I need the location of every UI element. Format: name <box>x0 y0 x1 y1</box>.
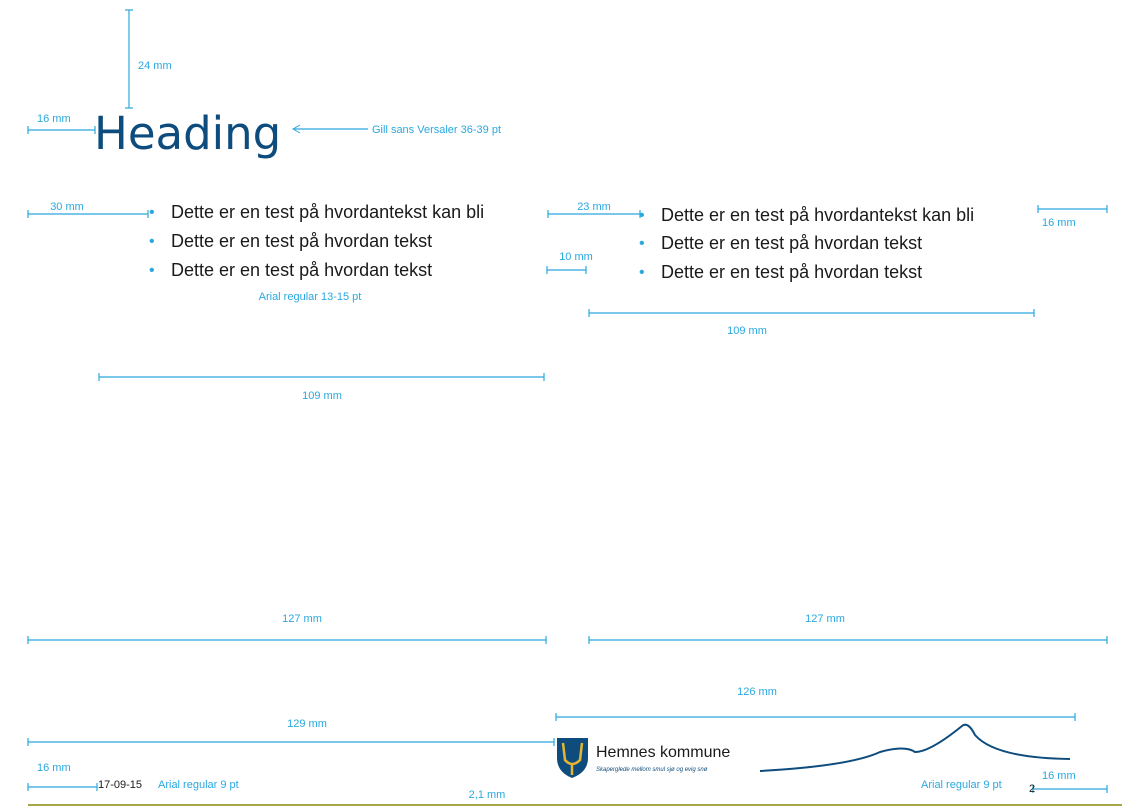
guide-note: 126 mm <box>737 686 777 698</box>
bullet-text: Dette er en test på hvordan tekst <box>171 231 432 251</box>
footer-margin-right-note: 16 mm <box>1042 770 1076 782</box>
bullet-text: Dette er en test på hvordantekst kan bli <box>661 205 974 225</box>
arrow-head <box>291 124 301 134</box>
bullet-dot: • <box>639 264 645 281</box>
gap-note: 23 mm <box>577 201 611 213</box>
footer-line <box>28 804 1122 806</box>
footer-font-note: Arial regular 9 pt <box>158 779 239 791</box>
footer-font-note: Arial regular 9 pt <box>921 779 1002 791</box>
left-bullets: • Dette er en test på hvordantekst kan b… <box>149 202 484 280</box>
footer-margin-left-note: 16 mm <box>37 762 71 774</box>
heading-font-note: Gill sans Versaler 36-39 pt <box>372 124 501 136</box>
margin-left-note: 16 mm <box>37 113 71 125</box>
margin-right-note: 16 mm <box>1042 217 1076 229</box>
bullet-dot: • <box>149 204 155 221</box>
logo-wave <box>759 723 1071 772</box>
bullet-dot: • <box>639 235 645 252</box>
bullet-text: Dette er en test på hvordan tekst <box>171 260 432 280</box>
logo-emblem <box>561 742 584 775</box>
date: 17-09-15 <box>98 779 142 791</box>
bullet-text: Dette er en test på hvordan tekst <box>661 262 922 282</box>
heading: Heading <box>94 107 281 160</box>
right-bullets: • Dette er en test på hvordantekst kan b… <box>639 205 974 282</box>
dimension-lines <box>27 9 1108 793</box>
line-weight-note: 2,1 mm <box>469 789 506 801</box>
left-width-note: 109 mm <box>302 390 342 402</box>
guide-note: 129 mm <box>287 718 327 730</box>
bullet-text: Dette er en test på hvordantekst kan bli <box>171 202 484 222</box>
logo-tagline: Skaperglede mellom smul sjø og evig snø <box>596 767 708 773</box>
guide-note: 127 mm <box>805 613 845 625</box>
bullet-dot: • <box>149 262 155 279</box>
right-width-note: 109 mm <box>727 325 767 337</box>
guide-note: 127 mm <box>282 613 322 625</box>
indent-note: 30 mm <box>50 201 84 213</box>
margin-top-note: 24 mm <box>138 60 172 72</box>
bullet-dot: • <box>149 233 155 250</box>
bullet-dot: • <box>639 207 645 224</box>
body-font-note: Arial regular 13-15 pt <box>259 291 362 303</box>
logo: Hemnes kommune Skaperglede mellom smul s… <box>557 723 1071 778</box>
logo-name: Hemnes kommune <box>596 744 730 761</box>
bullet-gap-note: 10 mm <box>559 251 593 263</box>
bullet-text: Dette er en test på hvordan tekst <box>661 233 922 253</box>
page-number: 2 <box>1029 783 1035 795</box>
